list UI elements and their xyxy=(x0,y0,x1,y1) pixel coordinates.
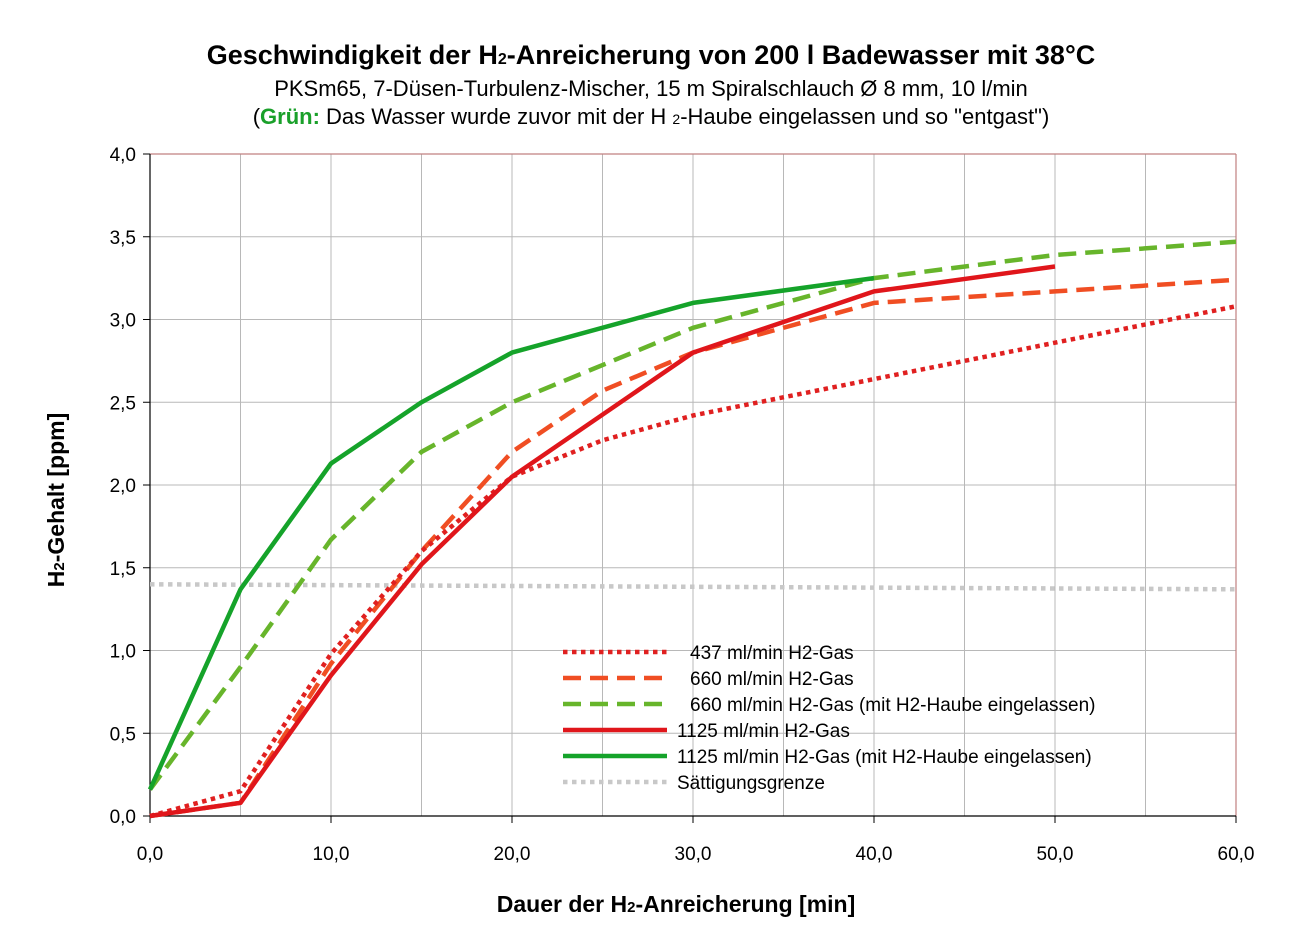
x-tick-label: 30,0 xyxy=(675,844,712,865)
y-tick-label: 0,5 xyxy=(110,724,136,745)
x-tick-label: 40,0 xyxy=(856,844,893,865)
series-line-6 xyxy=(149,582,1237,592)
legend-label-3: 660 ml/min H2-Gas (mit H2-Haube eingelas… xyxy=(690,695,1096,716)
legend-label-5: 1125 ml/min H2-Gas (mit H2-Haube eingela… xyxy=(677,747,1092,768)
y-tick-label: 0,0 xyxy=(110,807,136,828)
series-line-2 xyxy=(149,277,1237,819)
y-tick-label: 1,0 xyxy=(110,642,136,663)
legend-label-6: Sättigungsgrenze xyxy=(677,773,825,794)
x-tick-label: 10,0 xyxy=(313,844,350,865)
x-axis-title: Dauer der H2-Anreicherung [min] xyxy=(497,891,856,917)
x-tick-label: 0,0 xyxy=(137,844,163,865)
series-line-4 xyxy=(149,264,1056,819)
x-tick-label: 60,0 xyxy=(1218,844,1255,865)
y-tick-label: 3,5 xyxy=(110,228,136,249)
y-tick-label: 4,0 xyxy=(110,145,136,166)
chart-subtitle: PKSm65, 7-Düsen-Turbulenz-Mischer, 15 m … xyxy=(274,76,1028,101)
y-tick-label: 2,0 xyxy=(110,476,136,497)
series-line-1 xyxy=(149,304,1237,819)
series-line-5 xyxy=(147,275,875,791)
series-lines xyxy=(147,239,1237,819)
y-tick-label: 3,0 xyxy=(110,311,136,332)
series-line-3 xyxy=(148,239,1237,791)
chart-note: (Grün: Das Wasser wurde zuvor mit der H … xyxy=(252,104,1050,129)
chart-note-green-label: Grün: xyxy=(260,104,320,129)
legend-label-1: 437 ml/min H2-Gas xyxy=(690,643,854,664)
y-tick-label: 2,5 xyxy=(110,393,136,414)
legend-label-4: 1125 ml/min H2-Gas xyxy=(677,721,850,742)
tick-labels: 0,0 0,5 1,0 1,5 2,0 2,5 3,0 3,5 4,0 0,0 10,0 20,0 30… xyxy=(110,145,1255,865)
chart-title: Geschwindigkeit der H2-Anreicherung von … xyxy=(206,40,1096,70)
x-tick-label: 20,0 xyxy=(494,844,531,865)
y-tick-label: 1,5 xyxy=(110,559,136,580)
legend: 437 ml/min H2-Gas 660 ml/min H2-Gas 660 ml… xyxy=(563,643,1096,794)
x-tick-label: 50,0 xyxy=(1037,844,1074,865)
y-axis-title: H2-Gehalt [ppm] xyxy=(43,413,69,587)
legend-label-2: 660 ml/min H2-Gas xyxy=(690,669,854,690)
